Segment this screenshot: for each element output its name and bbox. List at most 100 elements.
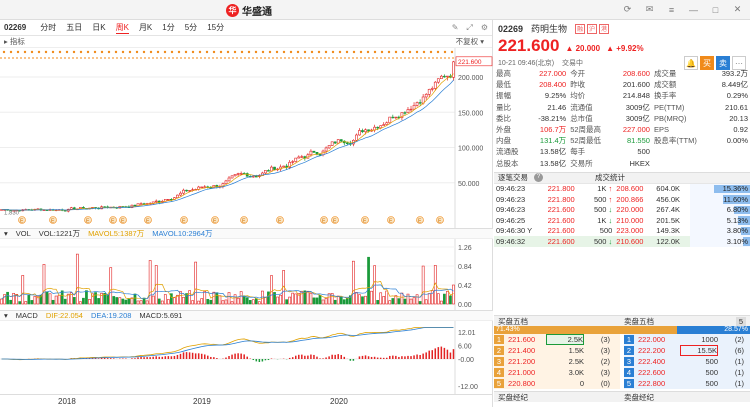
event-marker[interactable] xyxy=(320,216,328,224)
draw-icon[interactable]: ✎ xyxy=(451,22,459,32)
event-dot xyxy=(422,50,426,54)
tab-trades[interactable]: 逐笔交易 xyxy=(498,173,528,183)
quote-label: PB(MRQ) xyxy=(653,113,687,123)
event-marker[interactable] xyxy=(49,216,57,224)
index-toggle[interactable]: ▸ 指标 xyxy=(4,37,25,46)
time-axis: 2018 2019 2020 xyxy=(0,394,493,407)
candle-body xyxy=(133,204,137,207)
kline-panel[interactable]: 227,000200.000150.000100.00050.000EEEEEE… xyxy=(0,48,493,228)
event-dot xyxy=(65,50,69,54)
quote-value: 13.58亿 xyxy=(539,147,567,157)
event-marker[interactable] xyxy=(18,216,26,224)
volume-bar xyxy=(75,253,79,305)
quote-label: 成交量 xyxy=(653,69,677,79)
quote-value: 208.600 xyxy=(622,69,650,79)
candle-body xyxy=(336,139,340,144)
quote-row: 最高 227.000 今开 208.600 成交量 393.2万 xyxy=(494,68,750,79)
macd-toggle-icon[interactable]: ▾ xyxy=(4,311,8,320)
buy-button[interactable]: 买 xyxy=(700,56,714,70)
volume-bar xyxy=(449,295,452,305)
event-marker[interactable] xyxy=(180,216,188,224)
event-marker-label: E xyxy=(146,219,150,225)
event-dot xyxy=(156,50,160,54)
event-marker[interactable] xyxy=(144,216,152,224)
event-marker[interactable] xyxy=(361,216,369,224)
help-icon[interactable]: ? xyxy=(534,173,543,183)
event-marker[interactable] xyxy=(416,216,424,224)
tab-1分[interactable]: 1分 xyxy=(162,23,175,32)
stat-price: 208.600 xyxy=(616,184,644,194)
down-arrow-icon: ↓ xyxy=(606,236,613,246)
tab-5分[interactable]: 5分 xyxy=(184,23,198,32)
tab-月K[interactable]: 月K xyxy=(138,23,153,32)
vol-toggle-icon[interactable]: ▾ xyxy=(4,229,8,238)
alert-icon[interactable]: 🔔 xyxy=(684,56,698,70)
orderbook-row[interactable]: 2 221.400 1.5K (3) 2 222.200 15.5K (6) xyxy=(494,345,750,356)
tab-stats[interactable]: 成交统计 xyxy=(595,173,625,183)
bid-volume: 2.5K xyxy=(546,334,584,345)
ask-level: 2 xyxy=(624,346,634,355)
event-marker[interactable] xyxy=(211,216,219,224)
adjust-select[interactable]: 不复权 ▾ xyxy=(455,37,484,46)
orderbook-row[interactable]: 4 221.000 3.0K (3) 4 222.600 500 (1) xyxy=(494,367,750,378)
trade-row[interactable]: 09:46:23 221.800 500 ↑ 200.866 456.0K 11.60% xyxy=(494,194,750,205)
quote-label: 最高 xyxy=(496,69,511,79)
orderbook-row[interactable]: 1 221.600 2.5K (3) 1 222.000 1000 (2) xyxy=(494,334,750,345)
event-marker-label: E xyxy=(111,219,115,225)
macd-chart[interactable]: 12.01 6.00 -0.00 -12.00 xyxy=(0,321,493,394)
tab-15分[interactable]: 15分 xyxy=(207,23,225,32)
volume-bar xyxy=(82,297,85,305)
orderbook-row[interactable]: 3 221.200 2.5K (2) 3 222.400 500 (1) xyxy=(494,356,750,367)
event-dot xyxy=(128,50,132,54)
volume-bar xyxy=(418,301,422,305)
trade-row[interactable]: 09:46:30 Y 221.600 500 223.000 149.3K 3.80% xyxy=(494,225,750,237)
tab-五日[interactable]: 五日 xyxy=(66,23,83,32)
chart-settings-icon[interactable]: ⚙ xyxy=(480,22,488,32)
event-marker-label: E xyxy=(20,219,24,225)
trade-row[interactable]: 09:46:23 221.800 1K ↑ 208.600 604.0K 15.36% xyxy=(494,183,750,195)
quote-label: 均价 xyxy=(570,91,586,101)
event-marker[interactable] xyxy=(436,216,444,224)
menu-icon[interactable]: ≡ xyxy=(668,4,675,15)
volume-bar xyxy=(364,295,367,305)
trade-row[interactable]: 09:46:23 221.600 500 ↓ 220.000 267.4K 6.80% xyxy=(494,204,750,216)
event-dot xyxy=(121,50,125,54)
event-marker[interactable] xyxy=(84,216,92,224)
volume-bar xyxy=(406,293,410,305)
tab-周K[interactable]: 周K xyxy=(115,22,129,34)
candle-body xyxy=(376,126,380,129)
refresh-icon[interactable]: ⟳ xyxy=(623,4,632,14)
close-icon[interactable]: ✕ xyxy=(733,4,742,14)
depth-level[interactable]: 5 xyxy=(735,316,746,326)
stat-bar: 6.80% xyxy=(690,204,750,216)
bid-count: (2) xyxy=(600,357,610,366)
candle-body xyxy=(285,165,289,168)
tab-日K[interactable]: 日K xyxy=(92,23,106,32)
event-dot xyxy=(240,50,244,54)
kline-chart[interactable]: 227,000200.000150.000100.00050.000EEEEEE… xyxy=(0,48,493,228)
volume-bar xyxy=(145,300,149,305)
volume-bar xyxy=(257,301,261,305)
maximize-icon[interactable]: □ xyxy=(712,4,719,15)
event-marker[interactable] xyxy=(119,216,127,224)
trade-row[interactable]: 09:46:25 221.600 1K ↓ 210.000 201.5K 5.13% xyxy=(494,215,750,226)
event-marker[interactable] xyxy=(240,216,248,224)
expand-icon[interactable]: ⤢ xyxy=(466,22,473,32)
volume-bar xyxy=(443,293,446,305)
trade-row[interactable]: 09:46:32 221.600 500 ↓ 210.600 122.0K 3.10% xyxy=(494,236,750,247)
more-icon[interactable]: ⋯ xyxy=(732,56,746,70)
event-marker[interactable] xyxy=(387,216,395,224)
event-marker[interactable] xyxy=(109,216,117,224)
quote-label xyxy=(652,146,712,157)
orderbook-row[interactable]: 5 220.800 0 (0) 5 222.800 500 (1) xyxy=(494,378,750,389)
mail-icon[interactable]: ✉ xyxy=(645,4,654,14)
tab-分时[interactable]: 分时 xyxy=(40,23,57,32)
event-marker[interactable] xyxy=(331,216,339,224)
up-arrow-icon: ▲ xyxy=(606,44,614,53)
minimize-icon[interactable]: — xyxy=(689,4,698,15)
dea-value: DEA:19.208 xyxy=(90,311,132,320)
volume-bar xyxy=(103,292,107,305)
sell-button[interactable]: 卖 xyxy=(716,56,730,70)
volume-chart[interactable]: 1.26 0.84 0.42 0.00 xyxy=(0,239,493,310)
event-marker[interactable] xyxy=(276,216,284,224)
